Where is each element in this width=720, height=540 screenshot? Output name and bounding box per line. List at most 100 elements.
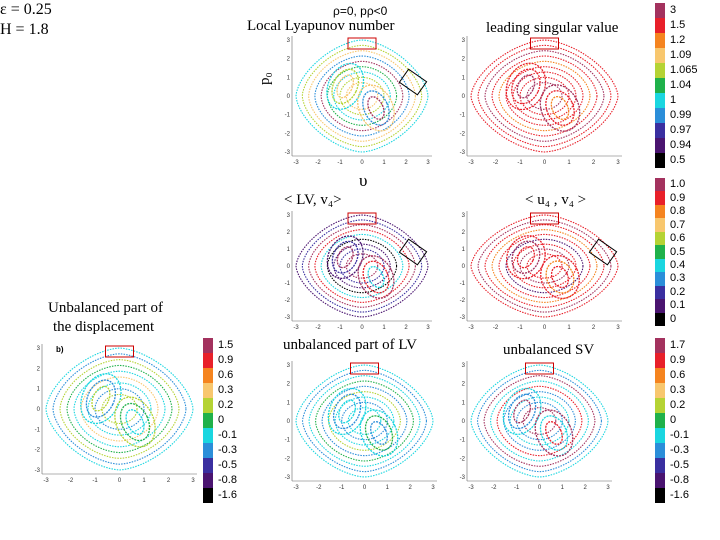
p0-axis-label: p₀ [257, 72, 273, 85]
inner-lobe [370, 421, 388, 445]
contour-loop [333, 71, 391, 121]
y-tick-label: 3 [287, 363, 291, 369]
bottom-left-colorbar [203, 338, 213, 503]
condition-label: ρ=0, pρ<0 [333, 4, 388, 18]
colorbar-swatch [655, 285, 665, 300]
colorbar-label: 0.2 [670, 285, 686, 298]
colorbar-label: 1 [670, 94, 677, 106]
unbalanced-sv-title: unbalanced SV [503, 342, 595, 358]
x-tick-label: 1 [561, 485, 565, 491]
upsilon-label: υ [359, 171, 368, 190]
y-tick-label: 0 [37, 407, 41, 413]
inner-lobe [327, 387, 367, 436]
colorbar-swatch [655, 299, 665, 313]
x-tick-label: -3 [43, 478, 49, 484]
colorbar-swatch [655, 204, 665, 219]
contour-loop [308, 224, 416, 308]
x-tick-label: -2 [315, 160, 321, 166]
y-tick-label: 0 [462, 264, 466, 270]
x-tick-label: 3 [426, 160, 430, 166]
x-tick-label: -2 [493, 160, 499, 166]
lyapunov-plot: -3 -2 -1 0 1 2 3 3 2 1 0 -1 -2 -3 [285, 36, 432, 166]
inner-lobe [540, 254, 580, 300]
colorbar-swatch [655, 138, 665, 153]
colorbar-label: 0.94 [670, 139, 692, 151]
contour-loop [66, 364, 173, 454]
colorbar-swatch [655, 218, 665, 232]
inner-lobe [91, 385, 111, 412]
colorbar-swatch [655, 191, 665, 205]
colorbar-swatch [655, 33, 665, 48]
y-tick-label: 1 [287, 75, 291, 81]
colorbar-label: -0.8 [670, 474, 689, 486]
middle-colorbar [655, 178, 665, 326]
y-tick-label: -1 [35, 427, 41, 433]
colorbar-swatch [203, 398, 213, 413]
x-tick-label: -2 [491, 485, 497, 491]
colorbar-swatch [655, 368, 665, 383]
x-tick-label: -3 [468, 485, 474, 491]
colorbar-swatch [655, 178, 665, 192]
y-tick-label: -2 [460, 456, 466, 462]
colorbar-label: -1.6 [218, 489, 237, 501]
inner-lobe [119, 402, 151, 442]
x-tick-label: -3 [293, 485, 299, 491]
inner-lobe [338, 399, 357, 424]
x-tick-label: 1 [567, 160, 571, 166]
contour-loop [505, 238, 584, 294]
x-tick-label: -1 [337, 325, 343, 331]
u4-v4-plot: -3 -2 -1 0 1 2 3 3 2 1 0 -1 -2 -3 [460, 211, 622, 331]
inner-lobe [362, 260, 390, 294]
colorbar-label: 1.065 [670, 64, 698, 76]
colorbar-label: -0.1 [670, 429, 689, 441]
contour-loop [45, 347, 194, 471]
x-tick-label: -3 [293, 160, 299, 166]
contour-loop [101, 393, 138, 425]
x-tick-label: -1 [339, 485, 345, 491]
y-tick-label: -2 [285, 298, 291, 304]
contour-loop [295, 214, 429, 318]
y-tick-label: -3 [285, 475, 291, 481]
y-tick-label: -1 [285, 281, 291, 287]
contour-loop [347, 407, 382, 435]
y-tick-label: 3 [287, 38, 291, 44]
x-tick-label: 1 [382, 325, 386, 331]
inner-lobe [85, 379, 117, 418]
y-tick-label: 1 [462, 400, 466, 406]
colorbar-swatch [655, 123, 665, 138]
x-tick-label: -1 [517, 160, 523, 166]
colorbar-label: 0.8 [670, 205, 686, 218]
u4-v4-title: < u₄ , v₄ > [525, 192, 587, 208]
inner-lobe [539, 415, 569, 451]
colorbar-label: 0.7 [670, 218, 686, 231]
x-tick-label: -3 [293, 325, 299, 331]
colorbar-swatch [655, 272, 665, 286]
colorbar-label: 1.2 [670, 34, 686, 46]
inner-lobe [505, 235, 546, 280]
inner-lobe [362, 90, 390, 126]
y-tick-label: -3 [460, 315, 466, 321]
colorbar-swatch [655, 488, 665, 503]
colorbar-swatch [203, 368, 213, 383]
colorbar-swatch [655, 443, 665, 458]
x-tick-label: 2 [583, 485, 587, 491]
inner-lobe [331, 240, 359, 274]
inner-lobe [539, 84, 581, 132]
colorbar-label: -1.6 [670, 489, 689, 501]
colorbar-label: 0.6 [670, 369, 686, 381]
lv-v4-plot: -3 -2 -1 0 1 2 3 3 2 1 0 -1 -2 -3 [285, 211, 432, 331]
colorbar-swatch [655, 398, 665, 413]
contour-loop [522, 407, 557, 435]
contour-loop [321, 385, 408, 457]
panel-tag: b) [56, 345, 64, 354]
inner-lobe [364, 415, 394, 451]
x-tick-label: 0 [360, 325, 364, 331]
y-tick-label: 3 [37, 346, 41, 352]
y-tick-label: -3 [285, 150, 291, 156]
x-tick-label: 3 [616, 325, 620, 331]
colorbar-swatch [655, 245, 665, 259]
y-tick-label: 3 [462, 213, 466, 219]
colorbar-swatch [655, 231, 665, 246]
y-tick-label: 0 [462, 419, 466, 425]
inner-lobe [326, 62, 365, 110]
